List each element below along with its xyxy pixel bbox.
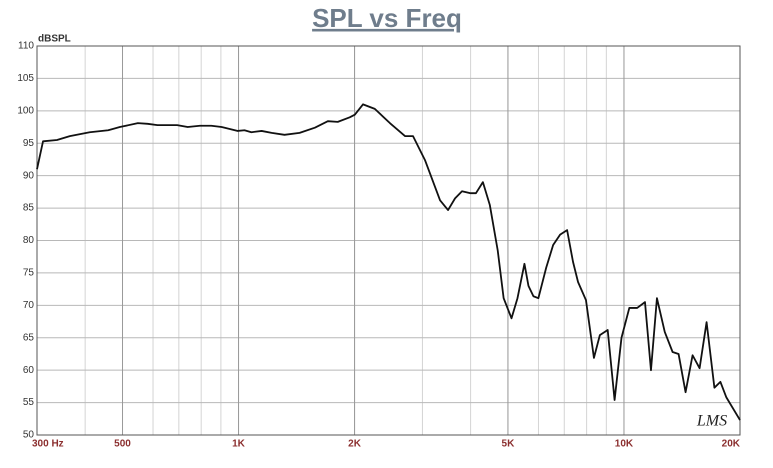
x-tick-label: 300 Hz <box>32 439 64 450</box>
y-axis-label: dBSPL <box>38 34 71 45</box>
x-tick-label: 20K <box>722 439 741 450</box>
grid <box>36 45 741 436</box>
y-tick-label: 90 <box>23 170 35 181</box>
x-tick-label: 1K <box>232 439 246 450</box>
y-tick-label: 105 <box>17 73 34 84</box>
y-tick-label: 100 <box>17 105 34 116</box>
x-tick-label: 5K <box>502 439 516 450</box>
y-tick-label: 55 <box>23 397 35 408</box>
y-tick-label: 85 <box>23 203 35 214</box>
x-tick-label: 500 <box>114 439 131 450</box>
x-tick-label: 10K <box>615 439 634 450</box>
y-tick-label: 80 <box>23 235 35 246</box>
y-tick-label: 110 <box>18 41 34 52</box>
x-tick-label: 2K <box>348 439 362 450</box>
logo: LMS <box>696 413 727 430</box>
chart-title: SPL vs Freq <box>312 3 462 33</box>
y-tick-label: 50 <box>23 430 35 441</box>
plot-frame <box>36 45 741 436</box>
y-tick-label: 70 <box>23 300 35 311</box>
y-tick-label: 75 <box>23 268 35 279</box>
y-tick-label: 95 <box>23 138 35 149</box>
y-tick-label: 65 <box>23 332 35 343</box>
data-line <box>36 103 741 421</box>
y-tick-label: 60 <box>23 365 35 376</box>
